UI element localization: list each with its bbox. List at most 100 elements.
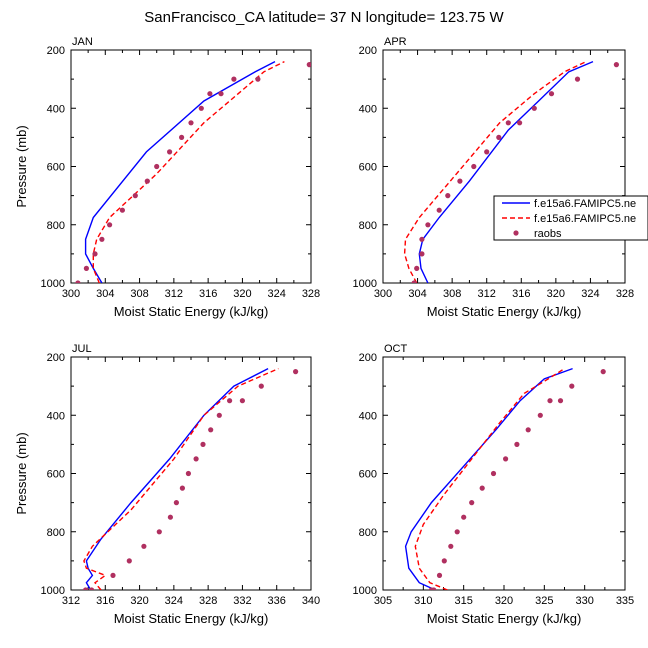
raobs-point xyxy=(505,120,511,126)
raobs-point xyxy=(179,485,185,491)
x-tick-label: 315 xyxy=(454,595,472,607)
x-tick-label: 300 xyxy=(62,288,80,300)
series-group xyxy=(403,60,620,283)
raobs-point xyxy=(89,587,95,590)
raobs-point xyxy=(231,76,237,82)
raobs-point xyxy=(414,265,420,271)
raobs-point xyxy=(167,149,173,155)
legend-label: f.e15a6.FAMIPC5.ne xyxy=(534,213,636,225)
panels: 300 304 308 312 316 320 324 328 200 400 600 800 1000… xyxy=(14,36,634,626)
raobs-point xyxy=(126,558,132,564)
y-tick-label: 1000 xyxy=(353,278,377,290)
raobs-point xyxy=(216,412,222,418)
x-tick-label: 328 xyxy=(616,288,634,300)
plot-frame xyxy=(70,356,312,591)
x-tick-label: 310 xyxy=(414,595,432,607)
raobs-point xyxy=(83,587,89,590)
legend-marker-dot xyxy=(513,230,519,236)
y-tick-label: 400 xyxy=(359,103,377,115)
x-tick-label: 308 xyxy=(130,288,148,300)
y-tick-label: 600 xyxy=(359,469,377,481)
raobs-point xyxy=(119,207,125,213)
x-tick-label: 304 xyxy=(408,288,426,300)
y-tick-label: 800 xyxy=(47,220,65,232)
x-tick-label: 316 xyxy=(96,595,114,607)
raobs-point xyxy=(557,398,564,404)
series-line-solid xyxy=(84,60,276,283)
series-line-dashed xyxy=(403,60,587,283)
raobs-point xyxy=(454,529,460,535)
raobs-point xyxy=(514,441,520,447)
raobs-point xyxy=(293,369,299,375)
raobs-point xyxy=(99,236,105,242)
raobs-point xyxy=(445,193,451,199)
y-tick-label: 800 xyxy=(47,527,65,539)
raobs-point xyxy=(548,91,555,97)
y-tick-label: 200 xyxy=(359,352,377,364)
x-tick-label: 300 xyxy=(374,288,392,300)
raobs-point xyxy=(525,427,531,433)
x-tick-label: 340 xyxy=(302,595,320,607)
raobs-point xyxy=(179,134,185,140)
x-tick-label: 305 xyxy=(374,595,392,607)
y-tick-label: 400 xyxy=(359,410,377,422)
y-tick-label: 1000 xyxy=(353,585,377,597)
x-axis-label: Moist Static Energy (kJ/kg) xyxy=(427,611,582,626)
x-tick-label: 312 xyxy=(62,595,80,607)
raobs-point xyxy=(448,543,454,549)
raobs-point xyxy=(419,236,425,242)
raobs-point xyxy=(471,163,477,170)
panel-jan: 300 304 308 312 316 320 324 328 200 400 600 800 1000… xyxy=(14,36,320,319)
raobs-point xyxy=(208,427,214,433)
legend-label: f.e15a6.FAMIPC5.ne xyxy=(534,198,636,210)
raobs-point xyxy=(255,76,261,82)
series-line-dashed xyxy=(83,367,279,590)
raobs-point xyxy=(258,383,264,389)
raobs-point xyxy=(167,514,173,520)
x-tick-label: 316 xyxy=(199,288,217,300)
raobs-point xyxy=(441,558,447,564)
x-tick-label: 304 xyxy=(96,288,114,300)
x-tick-label: 320 xyxy=(495,595,513,607)
y-tick-label: 600 xyxy=(47,469,65,481)
y-axis-label: Pressure (mb) xyxy=(14,125,29,207)
raobs-point xyxy=(156,529,162,535)
legend-label: raobs xyxy=(534,228,562,240)
raobs-point xyxy=(110,572,116,579)
panel-label: APR xyxy=(384,36,407,48)
y-tick-label: 200 xyxy=(47,352,65,364)
y-tick-label: 200 xyxy=(47,45,65,57)
raobs-point xyxy=(457,178,463,184)
raobs-point xyxy=(574,76,581,82)
series-line-solid xyxy=(418,60,594,283)
y-tick-label: 800 xyxy=(359,527,377,539)
panel-apr: 300 304 308 312 316 320 324 328 200 400 600 800 1000… xyxy=(353,36,635,319)
raobs-point xyxy=(107,222,113,228)
raobs-point xyxy=(75,280,81,283)
x-tick-label: 336 xyxy=(268,595,286,607)
x-axis-label: Moist Static Energy (kJ/kg) xyxy=(114,304,269,319)
x-tick-label: 320 xyxy=(130,595,148,607)
raobs-point xyxy=(431,587,437,590)
x-tick-label: 324 xyxy=(165,595,183,607)
x-tick-label: 308 xyxy=(443,288,461,300)
x-tick-label: 312 xyxy=(478,288,496,300)
series-group xyxy=(75,60,311,283)
raobs-point xyxy=(200,441,206,447)
panel-jul: 312 316 320 324 328 332 336 340 200 400 600 800 1000… xyxy=(14,343,320,626)
y-tick-label: 400 xyxy=(47,410,65,422)
raobs-point xyxy=(496,134,502,140)
raobs-point xyxy=(173,500,179,506)
x-tick-label: 312 xyxy=(165,288,183,300)
x-tick-label: 325 xyxy=(535,595,553,607)
x-tick-label: 328 xyxy=(199,595,217,607)
raobs-point xyxy=(479,485,485,491)
panel-label: JAN xyxy=(72,36,93,48)
panel-label: JUL xyxy=(72,343,92,355)
plot-frame xyxy=(70,49,312,284)
raobs-point xyxy=(613,62,620,68)
x-axis-label: Moist Static Energy (kJ/kg) xyxy=(114,611,269,626)
raobs-point xyxy=(141,543,147,549)
raobs-point xyxy=(503,456,509,462)
raobs-point xyxy=(531,105,537,111)
